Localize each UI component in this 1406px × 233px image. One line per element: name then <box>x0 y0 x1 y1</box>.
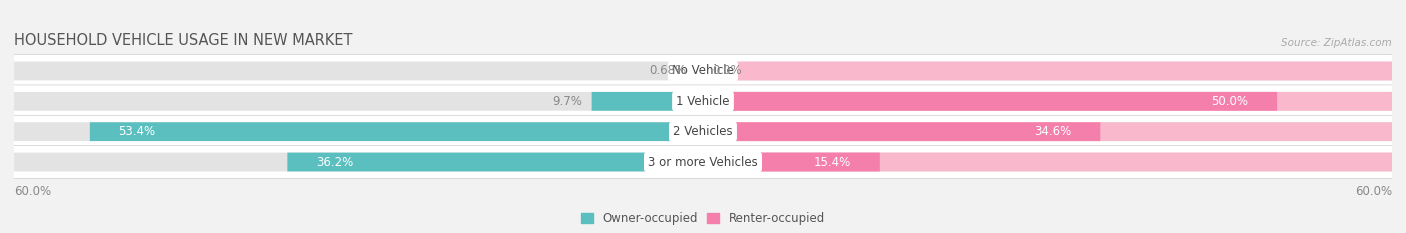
FancyBboxPatch shape <box>13 115 1393 148</box>
FancyBboxPatch shape <box>13 55 1393 87</box>
Text: 0.68%: 0.68% <box>650 65 686 78</box>
Text: Source: ZipAtlas.com: Source: ZipAtlas.com <box>1281 38 1392 48</box>
Legend: Owner-occupied, Renter-occupied: Owner-occupied, Renter-occupied <box>581 212 825 225</box>
FancyBboxPatch shape <box>592 92 703 111</box>
FancyBboxPatch shape <box>703 153 1392 171</box>
FancyBboxPatch shape <box>695 62 703 80</box>
FancyBboxPatch shape <box>14 92 1392 111</box>
FancyBboxPatch shape <box>14 122 1392 141</box>
FancyBboxPatch shape <box>14 62 1392 80</box>
FancyBboxPatch shape <box>14 153 1392 171</box>
FancyBboxPatch shape <box>703 92 1277 111</box>
Text: 50.0%: 50.0% <box>1212 95 1249 108</box>
FancyBboxPatch shape <box>703 122 1392 141</box>
FancyBboxPatch shape <box>90 122 703 141</box>
Text: 2 Vehicles: 2 Vehicles <box>673 125 733 138</box>
Text: 36.2%: 36.2% <box>316 155 353 168</box>
Text: 1 Vehicle: 1 Vehicle <box>676 95 730 108</box>
Text: 53.4%: 53.4% <box>118 125 156 138</box>
Text: No Vehicle: No Vehicle <box>672 65 734 78</box>
Text: 34.6%: 34.6% <box>1035 125 1071 138</box>
Text: 0.0%: 0.0% <box>713 65 742 78</box>
Text: HOUSEHOLD VEHICLE USAGE IN NEW MARKET: HOUSEHOLD VEHICLE USAGE IN NEW MARKET <box>14 33 353 48</box>
Text: 3 or more Vehicles: 3 or more Vehicles <box>648 155 758 168</box>
FancyBboxPatch shape <box>703 153 880 171</box>
FancyBboxPatch shape <box>703 92 1392 111</box>
FancyBboxPatch shape <box>703 122 1101 141</box>
Text: 60.0%: 60.0% <box>1355 185 1392 198</box>
Text: 15.4%: 15.4% <box>814 155 851 168</box>
Text: 60.0%: 60.0% <box>14 185 51 198</box>
Text: 9.7%: 9.7% <box>553 95 582 108</box>
FancyBboxPatch shape <box>13 85 1393 118</box>
FancyBboxPatch shape <box>703 62 1392 80</box>
FancyBboxPatch shape <box>287 153 703 171</box>
FancyBboxPatch shape <box>13 146 1393 178</box>
